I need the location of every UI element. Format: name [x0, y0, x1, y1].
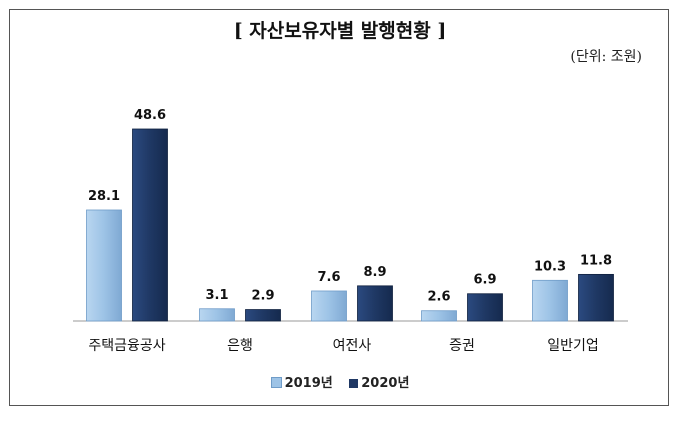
bar-2019-1 — [199, 308, 235, 322]
category-label-2: 여전사 — [333, 338, 372, 354]
legend-swatch-2020 — [349, 379, 359, 388]
category-label-3: 증권 — [449, 338, 475, 354]
bar-2020-1 — [245, 309, 281, 322]
bar-2019-3 — [421, 310, 457, 322]
data-label-2019-0: 28.1 — [88, 189, 120, 204]
data-label-2020-0: 48.6 — [134, 108, 166, 123]
legend-label-2020: 2020년 — [361, 376, 410, 391]
bar-2019-2 — [311, 290, 347, 322]
legend-label-2019: 2019년 — [284, 376, 333, 391]
data-label-2020-2: 8.9 — [363, 265, 386, 280]
unit-label: (단위: 조원) — [570, 49, 642, 65]
data-label-2020-1: 2.9 — [251, 289, 274, 304]
bar-2020-0 — [132, 128, 168, 322]
legend-swatch-2019 — [270, 377, 282, 388]
chart-frame — [9, 9, 669, 406]
bar-2019-4 — [532, 279, 568, 322]
data-label-2019-3: 2.6 — [427, 290, 450, 305]
data-label-2019-2: 7.6 — [317, 270, 340, 285]
bar-2019-0 — [86, 209, 122, 322]
data-label-2019-1: 3.1 — [205, 288, 228, 303]
bar-2020-3 — [467, 293, 503, 322]
legend: 2019년 2020년 — [0, 372, 680, 391]
chart-title: [ 자산보유자별 발행현황 ] — [233, 20, 447, 42]
bar-2020-2 — [357, 285, 393, 322]
legend-item-2019: 2019년 — [270, 372, 333, 391]
category-label-1: 은행 — [227, 338, 253, 354]
bar-2020-4 — [578, 273, 614, 322]
category-label-0: 주택금융공사 — [88, 338, 165, 354]
data-label-2020-4: 11.8 — [580, 253, 612, 268]
data-label-2019-4: 10.3 — [534, 259, 566, 274]
data-label-2020-3: 6.9 — [473, 273, 496, 288]
legend-item-2020: 2020년 — [349, 372, 409, 391]
category-label-4: 일반기업 — [547, 338, 599, 354]
